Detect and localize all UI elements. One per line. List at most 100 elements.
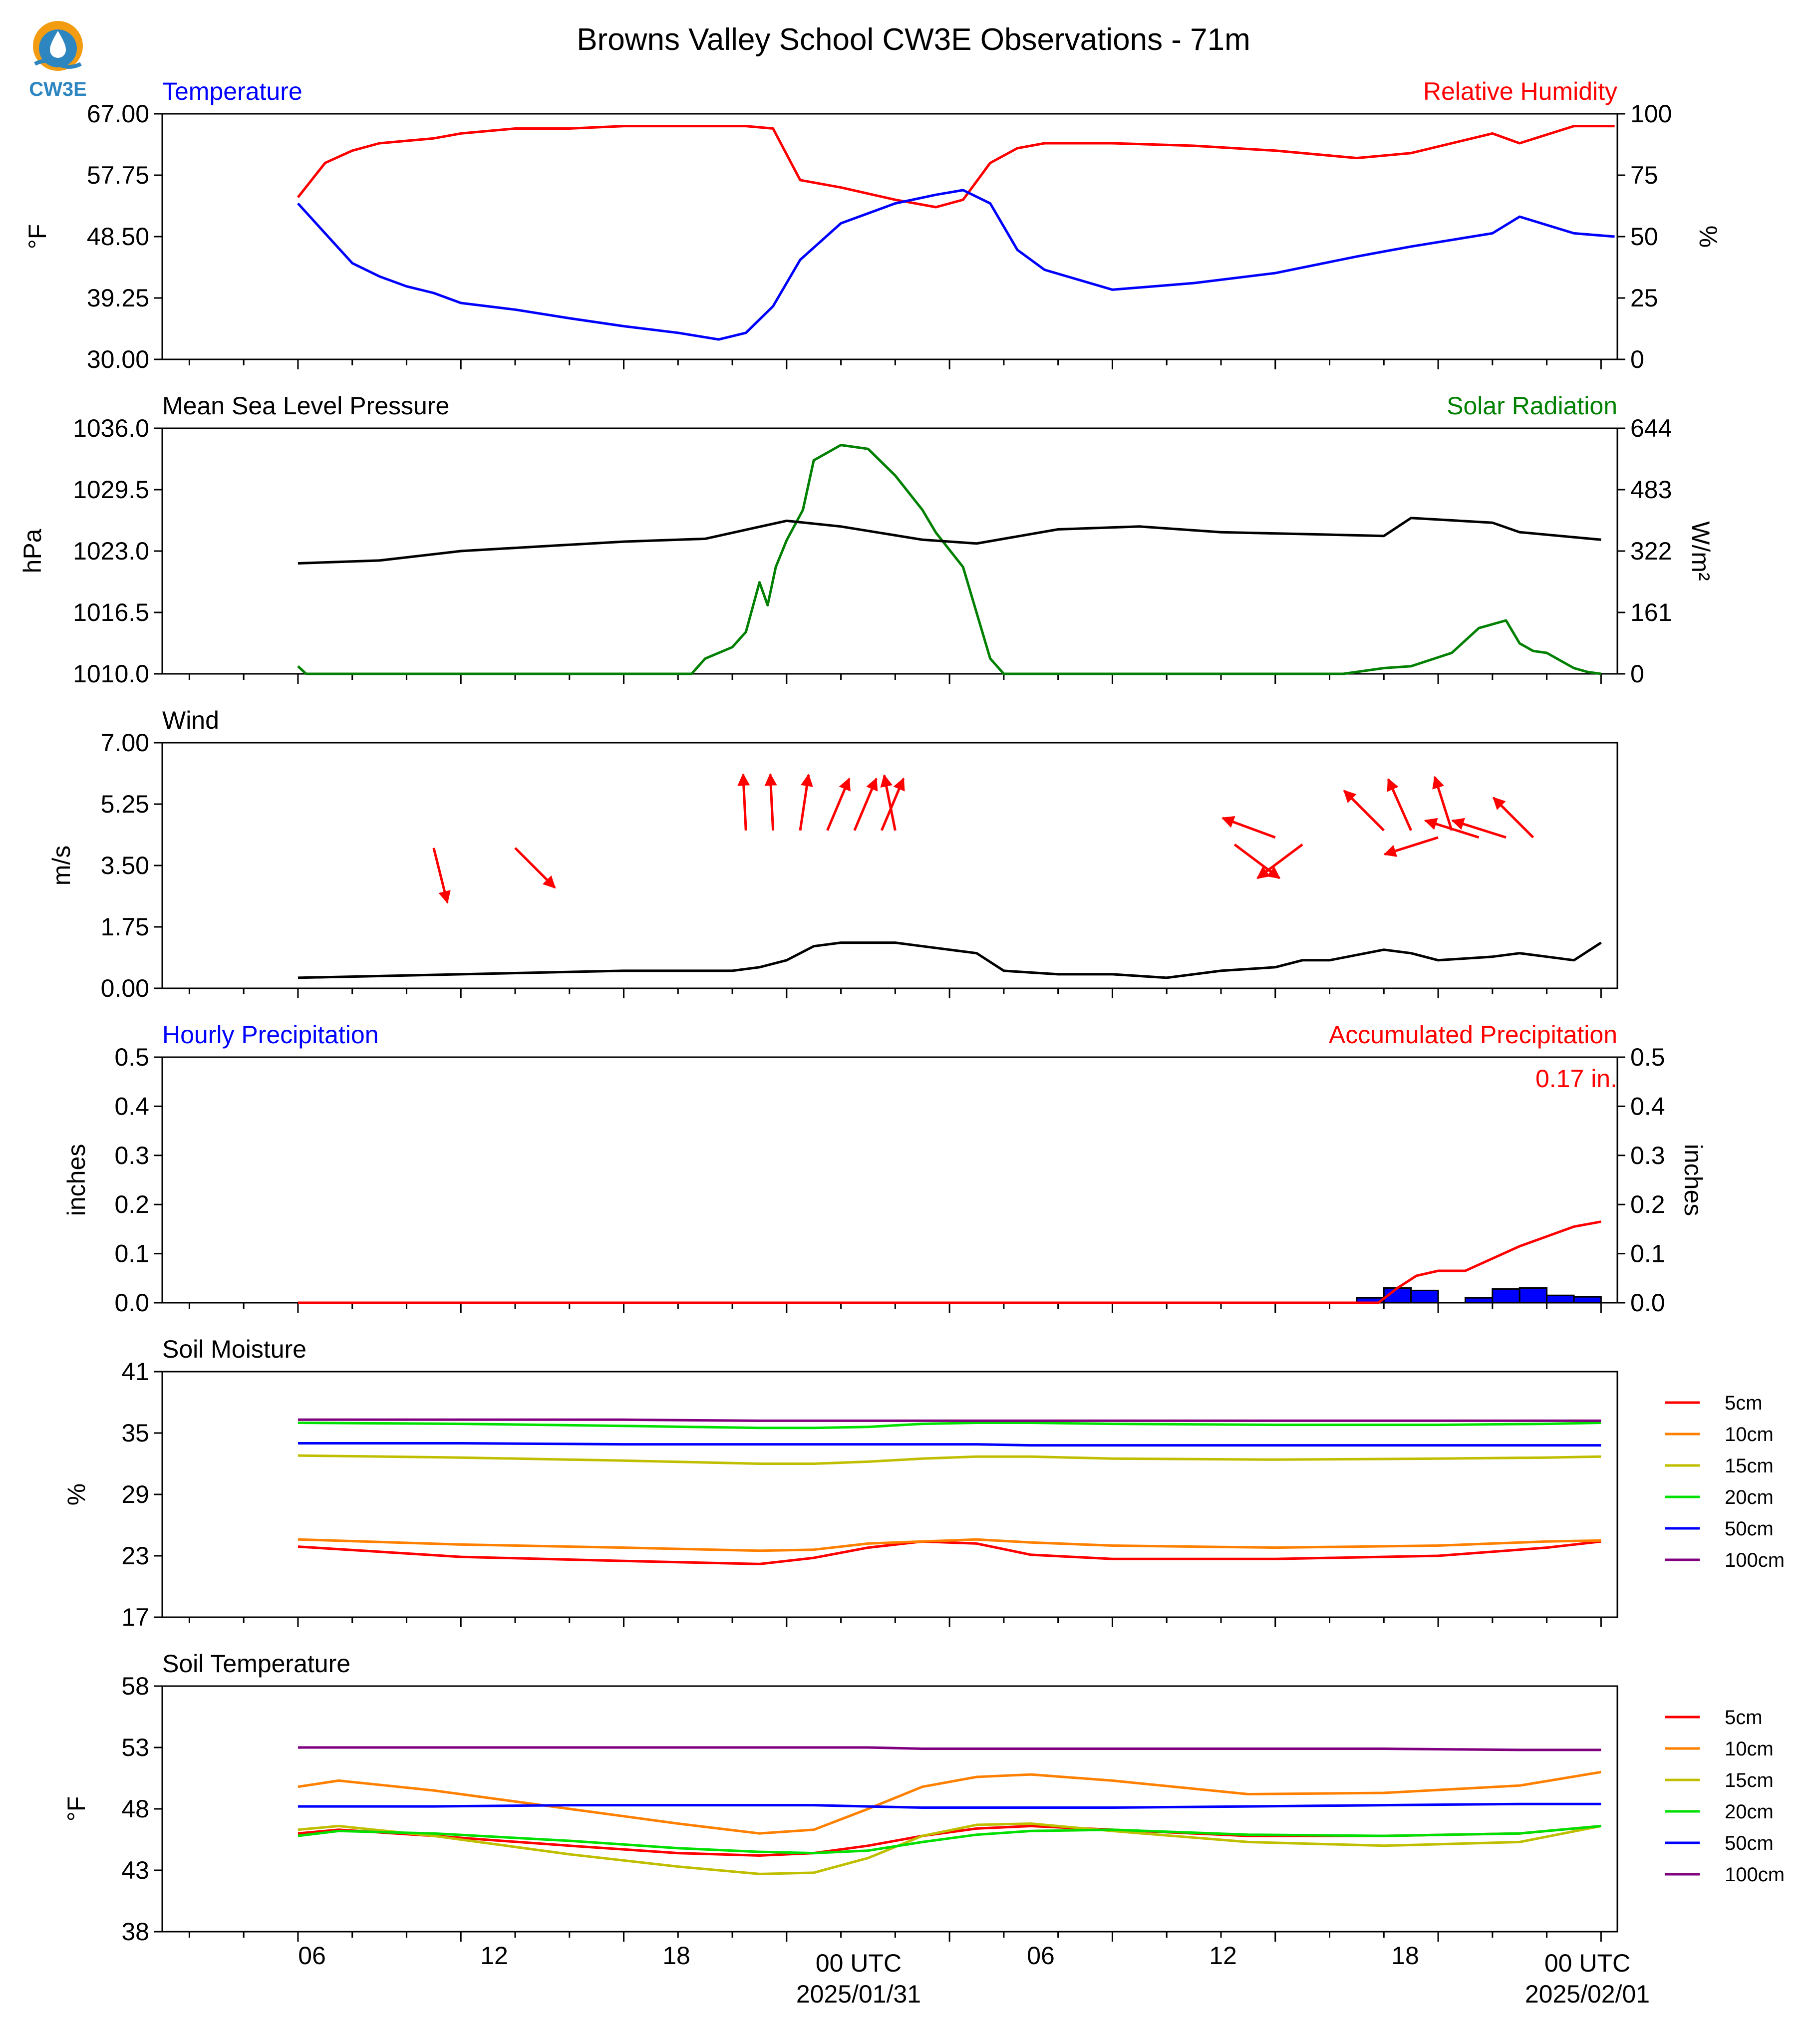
y-tick-label: 53 [121,1734,149,1761]
x-tick-label: 18 [662,1942,690,1970]
legend-label: 20cm [1725,1801,1774,1823]
y-tick-label: 0.00 [101,974,149,1002]
pressure-solar-panel: 1036.0 1029.5 1023.0 1016.5 1010.0 644 483 322 1… [18,392,1715,688]
x-tick-label: 00 UTC [816,1949,902,1977]
wind-arrow [514,847,556,889]
logo-wave [34,59,82,69]
accumulated-total-label: 0.17 in. [1535,1065,1617,1093]
soil-line-20cm [298,1824,1601,1855]
soil-line-5cm [298,1540,1601,1565]
y-tick-label: 0 [1630,660,1644,688]
soil-line-100cm [298,1746,1601,1751]
soil-moisture-panel: 41 35 29 23 17 Soil Moisture% 5cm 10cm 15cm 20cm 5… [62,1335,1785,1631]
wind-arrow [1432,776,1453,831]
panel-title-left: Temperature [162,77,303,105]
y-axis-label: % [1694,226,1722,248]
precip-bar [1464,1297,1494,1304]
panels: 67.00 57.75 48.50 39.25 30.00 100 75 50 25 0 Tempe… [18,77,1785,1946]
panel-title-left: Soil Temperature [162,1650,350,1678]
precipitation-panel: 0.5 0.4 0.3 0.2 0.1 0.0 0.5 0.4 0.3 0.2 0.1 0.0 Hour… [62,1021,1707,1317]
wind-arrow [853,777,878,831]
y-axis-label: °F [23,224,51,250]
x-tick-label: 18 [1391,1942,1419,1970]
legend-label: 50cm [1725,1518,1774,1540]
wind-arrow [432,848,451,904]
legend-label: 5cm [1725,1392,1763,1414]
y-tick-label: 0.3 [1630,1142,1665,1169]
y-tick-label: 50 [1630,223,1658,251]
x-tick-label: 12 [480,1942,508,1970]
wind-arrow [1383,836,1439,857]
soil-line-100cm [298,1418,1601,1422]
soil-line-10cm [298,1538,1601,1552]
panel-title-left: Wind [162,706,219,734]
x-date-label: 2025/01/31 [796,1980,921,2008]
y-tick-label: 0.0 [114,1289,149,1317]
soil-line-50cm [298,1802,1601,1809]
wind-panel: 7.00 5.25 3.50 1.75 0.00 Wind m/s [47,706,1618,1002]
wind-arrow [737,773,750,831]
panel-title-right: Accumulated Precipitation [1329,1021,1617,1049]
temperature-line [297,189,1615,341]
y-tick-label: 57.75 [87,161,149,189]
y-tick-label: 75 [1630,161,1658,189]
y-tick-label: 39.25 [87,284,149,312]
x-axis-labels: 06 12 18 00 UTC 06 12 18 00 UTC 2025/01/… [298,1942,1650,2008]
y-tick-label: 1036.0 [73,414,149,442]
panel-title-left: Soil Moisture [162,1335,306,1363]
soil-line-15cm [298,1454,1601,1465]
cw3e-logo: CW3E [29,21,87,100]
wind-arrow [764,773,777,831]
y-axis-label: m/s [47,846,75,886]
wind-arrow [880,774,897,831]
y-tick-label: 43 [121,1856,149,1884]
precip-bar [1573,1296,1602,1304]
soil-line-50cm [298,1442,1601,1447]
y-tick-label: 644 [1630,414,1672,442]
soil-line-10cm [298,1770,1601,1835]
wind-arrow [1221,816,1276,839]
soil-temperature-panel: 58 53 48 43 38 Soil Temperature °F 5cm 10cm 15cm 2… [62,1650,1785,1946]
wind-arrow [826,777,851,831]
y-axis-label: inches [62,1144,90,1216]
precip-bar [1492,1288,1520,1304]
legend-label: 20cm [1725,1486,1774,1508]
precip-bar [1518,1287,1548,1304]
precip-bar [1410,1289,1439,1304]
y-tick-label: 17 [121,1603,149,1631]
y-tick-label: 0.4 [114,1092,149,1120]
y-tick-label: 100 [1630,100,1672,128]
y-tick-label: 29 [121,1480,149,1508]
panel-title-right: Solar Radiation [1447,392,1617,420]
y-axis-label: W/m² [1687,521,1715,580]
panel-title-left: Hourly Precipitation [162,1021,379,1049]
y-axis-label: % [62,1483,90,1505]
wind-arrow [880,777,905,831]
y-tick-label: 322 [1630,537,1672,565]
pressure-line [298,517,1601,565]
y-tick-label: 0.0 [1630,1289,1665,1317]
y-tick-label: 5.25 [101,790,149,818]
wind-arrow [1256,843,1303,879]
wind-arrow [1387,778,1412,831]
temperature-rh-panel: 67.00 57.75 48.50 39.25 30.00 100 75 50 25 0 Tempe… [23,77,1722,373]
rh-line [297,125,1615,209]
legend-label: 5cm [1725,1707,1763,1729]
figure-title: Browns Valley School CW3E Observations -… [577,22,1250,57]
y-tick-label: 0 [1630,345,1644,373]
y-tick-label: 0.5 [1630,1043,1665,1071]
y-tick-label: 483 [1630,476,1672,504]
y-tick-label: 48.50 [87,223,149,251]
wind-arrow [1233,843,1281,879]
wind-arrow [799,774,813,831]
legend-label: 15cm [1725,1769,1774,1791]
y-tick-label: 1029.5 [73,476,149,504]
legend-label: 100cm [1725,1864,1785,1886]
panel-title-left: Mean Sea Level Pressure [162,392,449,420]
precip-bar [1383,1287,1412,1304]
solar-radiation-line [297,444,1601,675]
y-tick-label: 0.1 [1630,1240,1665,1268]
y-tick-label: 0.2 [1630,1190,1665,1218]
logo-text: CW3E [29,78,87,100]
y-tick-label: 25 [1630,284,1658,312]
